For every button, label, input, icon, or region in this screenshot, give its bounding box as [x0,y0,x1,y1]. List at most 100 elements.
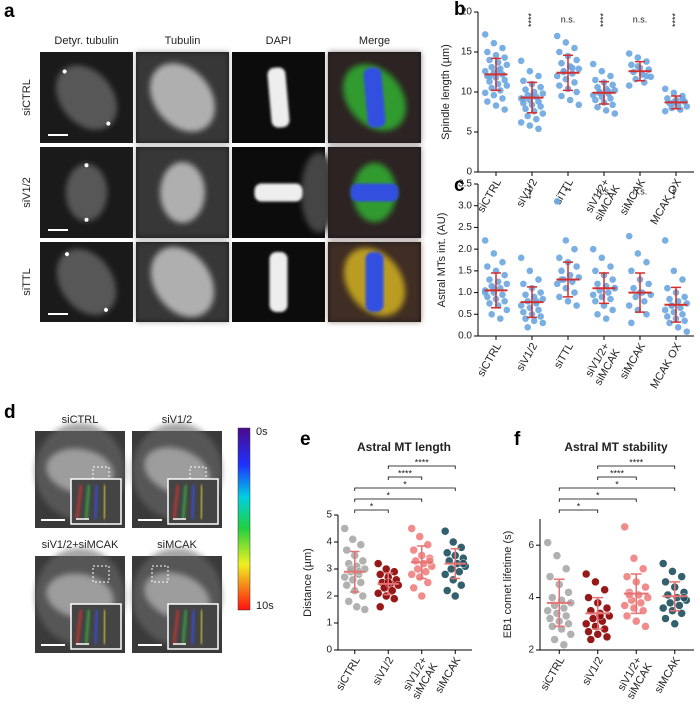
y-tick-label: 1.0 [458,287,472,298]
x-tick-label: siMCAK [433,654,464,695]
chromosomes [267,67,290,128]
data-point [628,319,635,327]
data-point [558,92,565,100]
data-point [602,315,610,322]
data-point [440,570,450,579]
condition-label: siV1/2+siMCAK [42,539,119,551]
data-point [535,306,542,314]
comparison-label: **** [415,457,430,467]
row-label: siV1/2 [21,177,33,208]
data-point [340,524,349,533]
data-point [501,76,508,84]
condition-label: siMCAK [157,539,197,551]
data-point [537,313,544,320]
data-point [670,619,679,629]
panel-letter: b [454,0,466,20]
data-point [342,545,351,555]
comparison-bracket [354,498,423,502]
eb1-image [35,423,125,528]
data-point [492,51,500,59]
row-label: siCTRL [21,79,33,116]
data-point [486,300,493,307]
data-point [607,263,614,270]
chart-title: Astral MT length [357,440,451,454]
data-point [556,48,563,56]
data-point [548,593,557,602]
x-tick-label: siCTRL [539,655,568,693]
y-tick-label: 3.5 [458,179,472,190]
y-tick-label: 3 [326,564,332,575]
pole [106,121,111,126]
panel-letter: a [4,1,15,22]
data-point [356,540,366,549]
data-point [634,250,642,257]
data-point [535,276,542,283]
data-point [573,263,580,270]
comparison-label: * [386,490,390,500]
data-point [488,310,495,318]
comparison-label: **** [398,468,413,478]
data-point [524,324,531,331]
data-point [638,564,648,574]
data-point [622,611,632,621]
data-point [451,591,460,601]
pole [84,217,89,222]
data-point [591,577,600,587]
spindle [56,248,117,316]
inset-track [199,609,204,645]
y-tick-label: 2.5 [458,222,472,233]
data-point [598,67,606,75]
data-point [679,276,686,283]
data-point [497,315,504,322]
data-point [661,577,670,587]
data-point [484,98,491,105]
data-point [499,95,506,102]
data-point [417,591,426,601]
y-tick-label: 5 [326,510,332,521]
data-point [683,300,691,307]
data-point [625,302,633,309]
y-tick-label: 20 [461,7,473,18]
column-header: Merge [359,35,390,47]
micrograph [40,52,133,143]
data-point [501,297,508,305]
x-tick-label: siCTRL [475,177,504,215]
comparison-bracket [597,476,637,480]
data-point [503,82,511,89]
x-tick-label: siV1/2+siMCAK [582,340,623,387]
data-point [665,598,675,608]
chromosomes [269,252,288,312]
data-point [553,198,561,205]
spindle [55,65,118,130]
data-point [664,284,671,292]
data-point [593,630,602,639]
data-point [679,310,686,318]
data-point [553,280,561,288]
data-point [520,308,527,316]
y-tick-label: 4 [326,537,332,548]
data-point [594,310,601,318]
data-point [564,619,573,629]
data-point [661,85,669,93]
data-point [499,44,506,52]
y-tick-label: 0.5 [458,309,472,320]
micrograph [328,52,421,143]
colorbar-label: 10s [256,600,274,612]
data-point [503,280,511,288]
micrograph [40,242,133,322]
data-point [342,580,351,590]
data-point [605,289,612,296]
data-point [517,57,525,65]
data-point [609,276,616,283]
data-point [658,559,668,568]
data-point [556,254,563,262]
data-point [629,554,639,563]
data-point [628,267,635,275]
data-point [683,328,691,335]
data-point [668,104,675,112]
data-point [611,110,619,117]
data-point [517,254,525,262]
data-point [643,58,650,65]
data-point [636,598,646,608]
data-point [481,237,489,244]
